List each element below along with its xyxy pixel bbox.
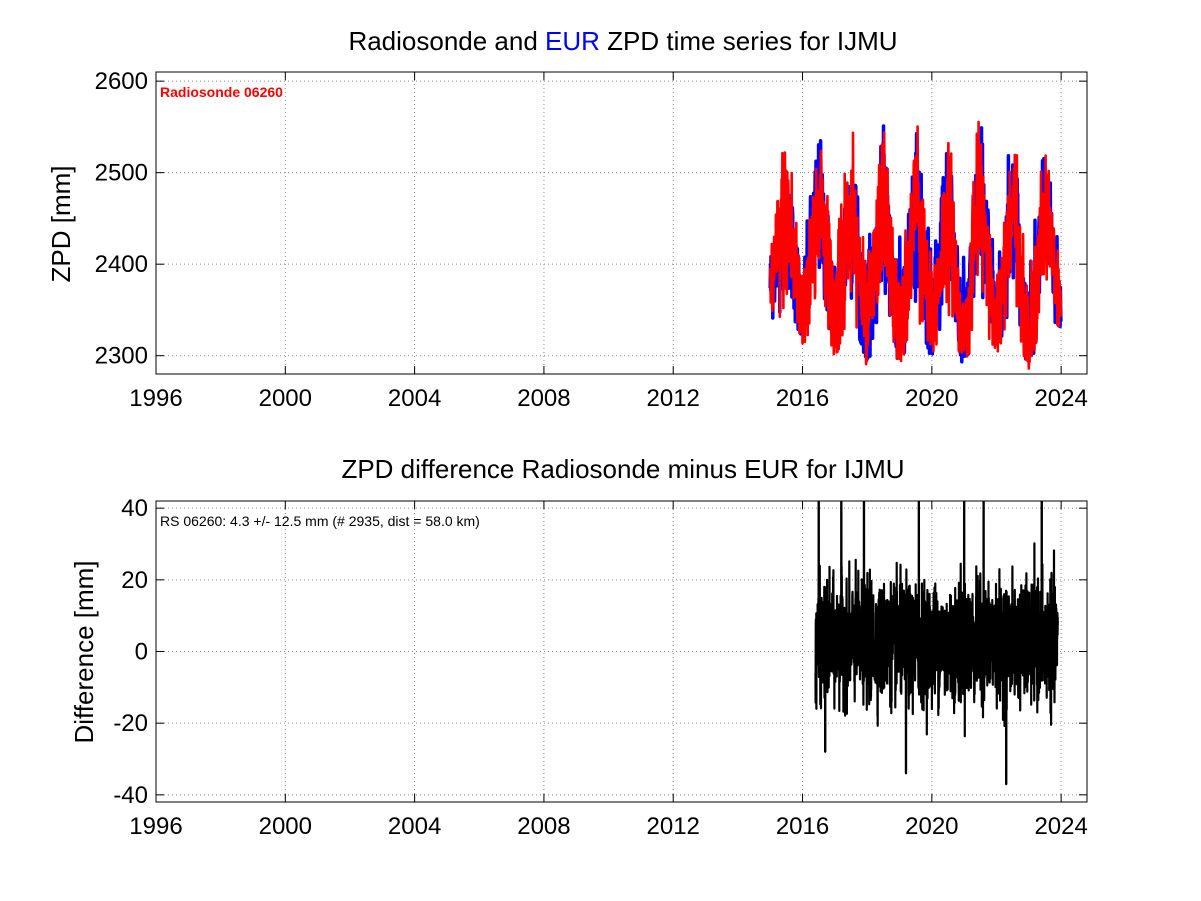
x-tick-label: 2012 xyxy=(647,385,700,412)
x-tick-label: 2008 xyxy=(517,385,570,412)
zpd-time-series-panel: Radiosonde and EUR ZPD time series for I… xyxy=(46,26,1088,412)
y-tick-label: 2500 xyxy=(95,160,148,187)
title-1-part-2: ZPD time series for IJMU xyxy=(600,26,898,56)
y-tick-label: 2300 xyxy=(95,343,148,370)
difference-statistics-annotation: RS 06260: 4.3 +/- 12.5 mm (# 2935, dist … xyxy=(160,513,480,529)
y-tick-label: 0 xyxy=(135,639,148,666)
y-tick-label: 2600 xyxy=(95,68,148,95)
radiosonde-annotation: Radiosonde 06260 xyxy=(160,84,283,100)
plot-area-2 xyxy=(814,501,1059,786)
x-tick-label: 2008 xyxy=(517,813,570,840)
y-tick-label: 20 xyxy=(121,567,148,594)
x-tick-label: 1996 xyxy=(129,813,182,840)
chart-title-1: Radiosonde and EUR ZPD time series for I… xyxy=(348,26,897,56)
x-tick-label: 2004 xyxy=(388,385,441,412)
y-tick-label: -20 xyxy=(113,710,148,737)
tick-marks-1 xyxy=(155,72,1087,374)
x-tick-label: 2020 xyxy=(905,385,958,412)
axes-box-1 xyxy=(155,71,1088,375)
x-tick-label: 1996 xyxy=(129,385,182,412)
title-1-part-0: Radiosonde and xyxy=(348,26,545,56)
y-axis-label-1: ZPD [mm] xyxy=(46,166,76,283)
x-tick-label: 2000 xyxy=(259,385,312,412)
x-tick-label: 2004 xyxy=(388,813,441,840)
x-tick-label: 2020 xyxy=(905,813,958,840)
chart-title-2: ZPD difference Radiosonde minus EUR for … xyxy=(341,454,904,484)
y-tick-label: 40 xyxy=(121,495,148,522)
x-tick-label: 2016 xyxy=(776,813,829,840)
x-tick-labels-1: 1996 2000 2004 2008 2012 2016 2020 2024 xyxy=(129,385,1088,412)
x-tick-label: 2024 xyxy=(1034,385,1087,412)
x-tick-label: 2016 xyxy=(776,385,829,412)
x-tick-label: 2012 xyxy=(647,813,700,840)
plot-area-1 xyxy=(768,120,1063,370)
title-1-part-1: EUR xyxy=(545,26,600,56)
x-tick-labels-2: 1996 2000 2004 2008 2012 2016 2020 2024 xyxy=(129,813,1088,840)
y-tick-label: -40 xyxy=(113,782,148,809)
tick-marks-2 xyxy=(155,501,1087,802)
x-tick-label: 2000 xyxy=(259,813,312,840)
y-tick-labels-2: -40 -20 0 20 40 xyxy=(113,495,148,809)
radiosonde-zpd-series xyxy=(768,120,1063,370)
y-tick-label: 2400 xyxy=(95,251,148,278)
y-axis-label-2: Difference [mm] xyxy=(69,560,99,743)
zpd-difference-panel: ZPD difference Radiosonde minus EUR for … xyxy=(69,454,1088,840)
difference-series xyxy=(814,501,1059,786)
y-tick-labels-1: 2300 2400 2500 2600 xyxy=(95,68,148,370)
x-tick-label: 2024 xyxy=(1034,813,1087,840)
